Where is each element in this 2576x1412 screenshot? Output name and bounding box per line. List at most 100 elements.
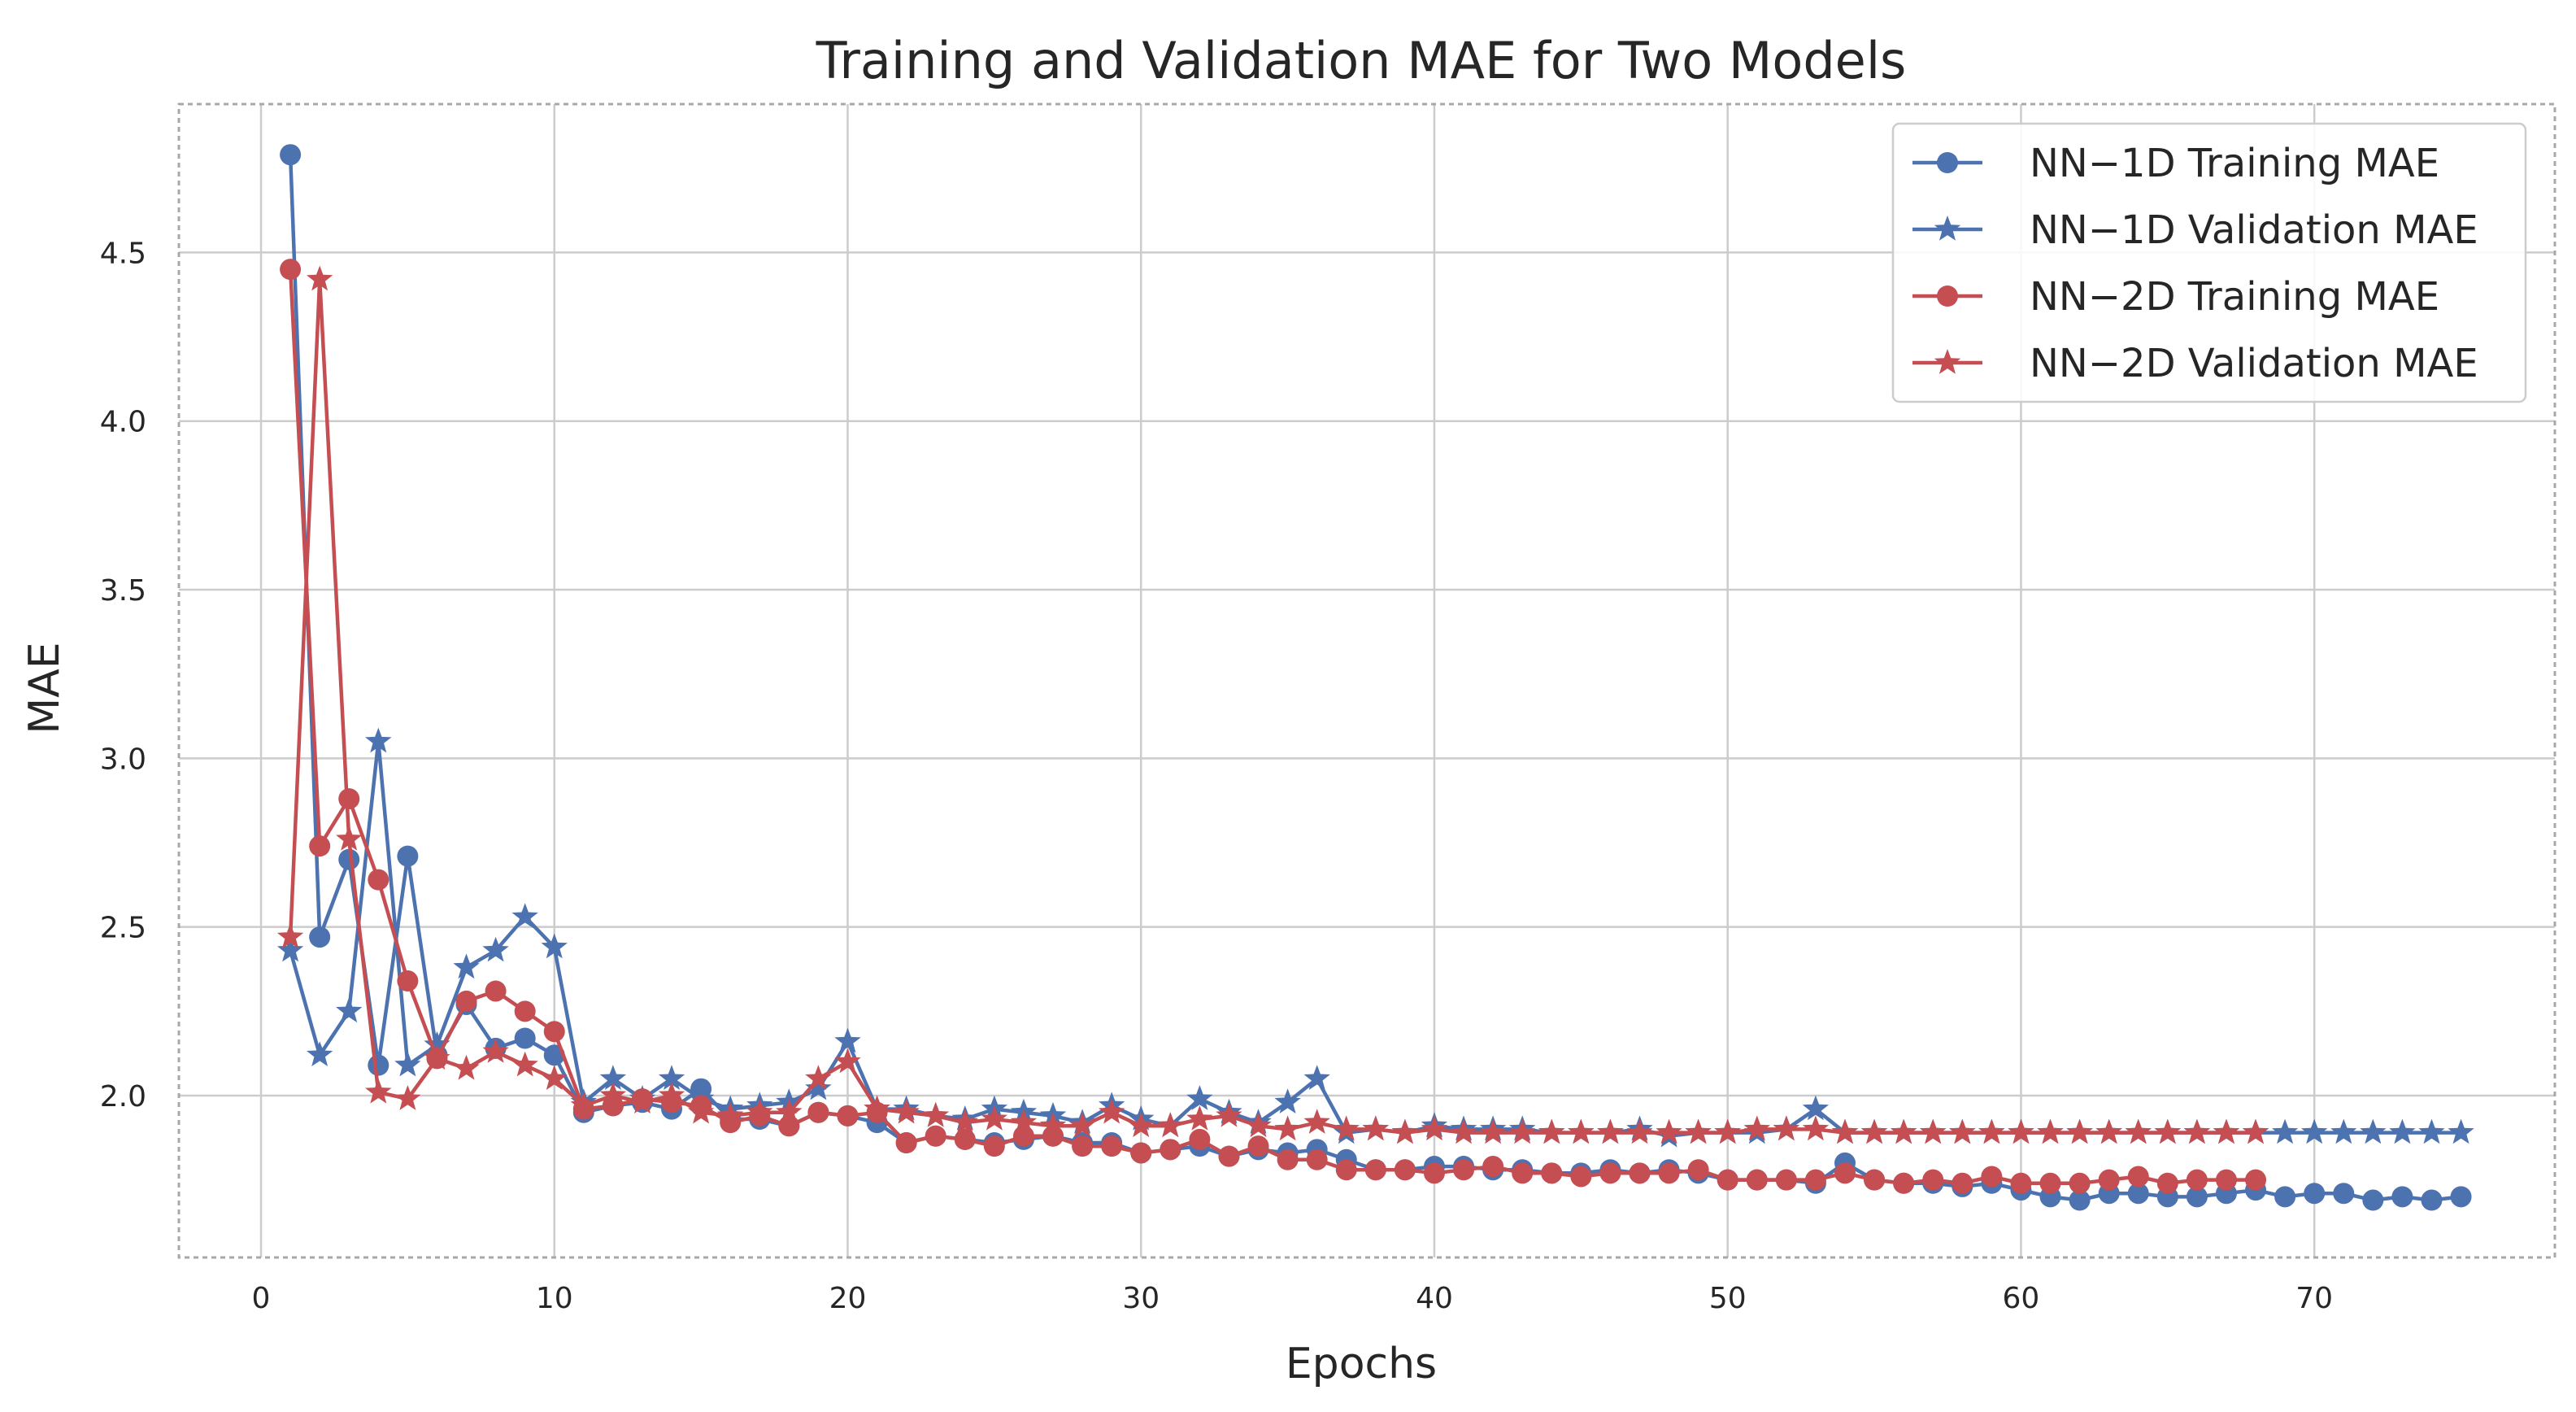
x-tick-label: 50 xyxy=(1709,1282,1747,1315)
data-point xyxy=(1802,1115,1830,1141)
data-point xyxy=(2272,1118,2299,1144)
data-point xyxy=(1186,1085,1213,1110)
data-point xyxy=(336,825,363,851)
data-point xyxy=(368,869,389,891)
data-point xyxy=(485,980,507,1002)
legend-item: NN−1D Training MAE xyxy=(1912,141,2439,186)
data-point xyxy=(1245,1112,1272,1138)
data-point xyxy=(1920,1118,1947,1144)
data-point xyxy=(453,1054,480,1080)
data-point xyxy=(2389,1118,2416,1144)
data-point xyxy=(1893,1172,1915,1194)
data-point xyxy=(307,265,333,291)
data-point xyxy=(2418,1118,2445,1144)
data-point xyxy=(951,1109,978,1134)
data-point xyxy=(2183,1118,2211,1144)
data-point xyxy=(2098,1169,2120,1191)
data-point xyxy=(570,1092,597,1118)
data-point xyxy=(1012,1125,1034,1147)
tick-labels: 0 10 20 30 40 50 60 70 2.0 2.5 3.0 3.5 4.0 4.5 xyxy=(100,237,2333,1315)
legend-label: NN−1D Training MAE xyxy=(2030,141,2439,186)
data-point xyxy=(599,1082,627,1107)
data-point xyxy=(1099,1098,1125,1124)
data-point xyxy=(1364,1159,1386,1181)
x-tick-label: 20 xyxy=(829,1282,867,1315)
data-point xyxy=(1949,1118,1976,1144)
data-point xyxy=(365,1078,392,1104)
legend-marker xyxy=(1934,349,1961,374)
data-point xyxy=(1952,1172,1973,1194)
data-point xyxy=(1714,1118,1741,1144)
data-point xyxy=(1482,1156,1504,1178)
legend-label: NN−2D Validation MAE xyxy=(2030,341,2478,386)
data-point xyxy=(1860,1118,1888,1144)
data-point xyxy=(1658,1162,1680,1184)
data-point xyxy=(1068,1112,1096,1138)
data-point xyxy=(2213,1118,2240,1144)
data-point xyxy=(1626,1118,1653,1144)
data-point xyxy=(394,1051,421,1077)
y-tick-label: 2.0 xyxy=(100,1080,146,1113)
data-point xyxy=(1480,1118,1507,1144)
x-tick-label: 70 xyxy=(2295,1282,2333,1315)
data-point xyxy=(805,1074,832,1100)
data-point xyxy=(2010,1172,2032,1194)
legend-item: NN−2D Validation MAE xyxy=(1912,341,2478,386)
data-point xyxy=(1189,1128,1211,1150)
y-tick-label: 4.0 xyxy=(100,406,146,439)
chart-title: Training and Validation MAE for Two Mode… xyxy=(816,31,1907,90)
data-point xyxy=(776,1098,803,1124)
data-point xyxy=(309,926,331,948)
data-point xyxy=(2186,1169,2208,1191)
data-point xyxy=(1834,1162,1856,1184)
data-point xyxy=(834,1027,861,1053)
data-point xyxy=(834,1048,861,1074)
data-point xyxy=(482,936,509,962)
data-point xyxy=(2095,1118,2122,1144)
data-point xyxy=(807,1101,829,1123)
data-point xyxy=(394,1085,421,1110)
data-point xyxy=(2154,1118,2181,1144)
data-point xyxy=(746,1098,773,1124)
data-point xyxy=(280,144,302,166)
data-point xyxy=(1568,1118,1595,1144)
data-point xyxy=(1274,1088,1301,1113)
data-point xyxy=(2360,1118,2387,1144)
data-point xyxy=(2069,1172,2091,1194)
data-point xyxy=(1685,1118,1712,1144)
legend-item: NN−2D Training MAE xyxy=(1912,274,2439,320)
data-point xyxy=(1597,1118,1624,1144)
legend-marker xyxy=(1937,152,1958,173)
data-point xyxy=(1981,1166,2003,1188)
data-point xyxy=(599,1065,627,1090)
data-point xyxy=(1333,1115,1360,1141)
data-point xyxy=(688,1098,715,1124)
data-point xyxy=(336,997,363,1023)
data-point xyxy=(1717,1169,1738,1191)
data-point xyxy=(1160,1139,1181,1161)
legend-marker xyxy=(1934,216,1961,241)
data-point xyxy=(895,1132,917,1154)
data-point xyxy=(2039,1172,2061,1194)
data-point xyxy=(1746,1169,1768,1191)
data-point xyxy=(1335,1159,1357,1181)
data-point xyxy=(864,1095,890,1121)
data-point xyxy=(2421,1189,2443,1211)
data-point xyxy=(2127,1166,2149,1188)
data-point xyxy=(1072,1135,1094,1157)
data-point xyxy=(511,1051,538,1077)
data-point xyxy=(1831,1118,1859,1144)
data-point xyxy=(455,990,477,1012)
legend-item: NN−1D Validation MAE xyxy=(1912,207,2478,253)
data-point xyxy=(511,903,538,928)
data-point xyxy=(2066,1118,2093,1144)
data-point xyxy=(2156,1172,2178,1194)
data-point xyxy=(1277,1148,1299,1170)
data-point xyxy=(1599,1162,1621,1184)
data-point xyxy=(2127,1183,2149,1205)
x-tick-label: 30 xyxy=(1122,1282,1160,1315)
data-point xyxy=(541,933,568,959)
data-point xyxy=(1629,1162,1651,1184)
